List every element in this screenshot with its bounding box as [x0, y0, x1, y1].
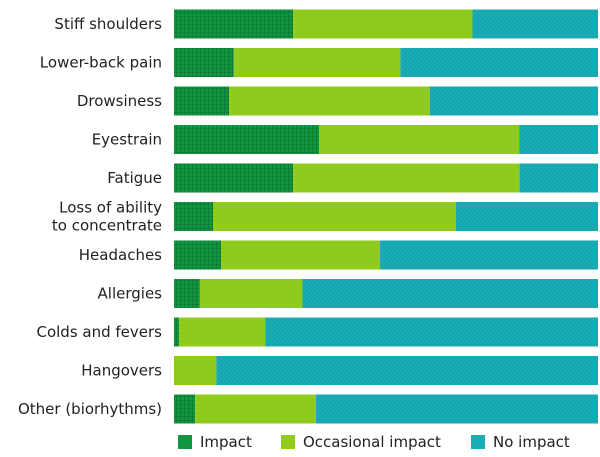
bar-other-biorhythms-no-impact: [316, 394, 598, 424]
bar-eyestrain-impact: [174, 125, 320, 154]
bars-group: [174, 9, 598, 424]
category-label-drowsiness: Drowsiness: [77, 92, 162, 110]
bar-colds-and-fevers-no-impact: [265, 317, 598, 347]
category-label-hangovers: Hangovers: [81, 362, 162, 380]
bar-drowsiness-impact: [174, 86, 230, 116]
bar-fatigue-impact: [174, 163, 294, 193]
bar-allergies-no-impact: [302, 279, 598, 308]
bar-loss-of-ability-to-concentrate-occasional-impact: [213, 202, 456, 231]
bar-other-biorhythms-impact: [174, 394, 196, 424]
category-label-headaches: Headaches: [79, 246, 162, 264]
bar-headaches-impact: [174, 240, 222, 270]
bar-eyestrain-no-impact: [519, 125, 598, 154]
legend-label-no-impact: No impact: [493, 433, 570, 451]
category-label-lower-back-pain: Lower-back pain: [40, 54, 162, 72]
legend-label-occasional-impact: Occasional impact: [303, 433, 441, 451]
bar-fatigue-no-impact: [519, 163, 598, 193]
category-labels: Stiff shoulders Lower-back pain Drowsiness…: [18, 15, 162, 418]
bar-lower-back-pain-occasional-impact: [233, 48, 401, 77]
category-label-eyestrain: Eyestrain: [92, 131, 162, 149]
category-label-fatigue: Fatigue: [107, 169, 162, 187]
bar-loss-of-ability-to-concentrate-impact: [174, 202, 214, 231]
bar-stiff-shoulders-impact: [174, 9, 294, 39]
bar-loss-of-ability-to-concentrate-no-impact: [455, 202, 598, 231]
legend-swatch-occasional-impact: [281, 435, 295, 449]
category-label-loss-of-ability-to-concentrate: to concentrate: [52, 217, 162, 235]
bar-fatigue-occasional-impact: [293, 163, 520, 193]
category-label-loss-of-ability-to-concentrate: Loss of ability: [59, 199, 162, 217]
bar-allergies-impact: [174, 279, 200, 308]
bar-drowsiness-no-impact: [429, 86, 598, 116]
bar-headaches-occasional-impact: [221, 240, 381, 270]
bar-lower-back-pain-no-impact: [400, 48, 598, 77]
legend-label-impact: Impact: [200, 433, 252, 451]
bar-drowsiness-occasional-impact: [229, 86, 430, 116]
bar-headaches-no-impact: [380, 240, 598, 270]
bar-lower-back-pain-impact: [174, 48, 234, 77]
category-label-colds-and-fevers: Colds and fevers: [36, 323, 162, 341]
legend-swatch-no-impact: [471, 435, 485, 449]
bar-stiff-shoulders-occasional-impact: [293, 9, 473, 39]
category-label-other-biorhythms: Other (biorhythms): [18, 400, 162, 418]
bar-eyestrain-occasional-impact: [319, 125, 520, 154]
category-label-stiff-shoulders: Stiff shoulders: [54, 15, 162, 33]
bar-stiff-shoulders-no-impact: [472, 9, 598, 39]
legend-swatch-impact: [178, 435, 192, 449]
bar-hangovers-occasional-impact: [174, 356, 217, 385]
legend: Impact Occasional impact No impact: [178, 433, 570, 451]
bar-allergies-occasional-impact: [199, 279, 303, 308]
bar-hangovers-no-impact: [216, 356, 598, 385]
bar-colds-and-fevers-impact: [174, 317, 180, 347]
bar-colds-and-fevers-occasional-impact: [179, 317, 266, 347]
bar-other-biorhythms-occasional-impact: [195, 394, 317, 424]
category-label-allergies: Allergies: [98, 285, 163, 303]
